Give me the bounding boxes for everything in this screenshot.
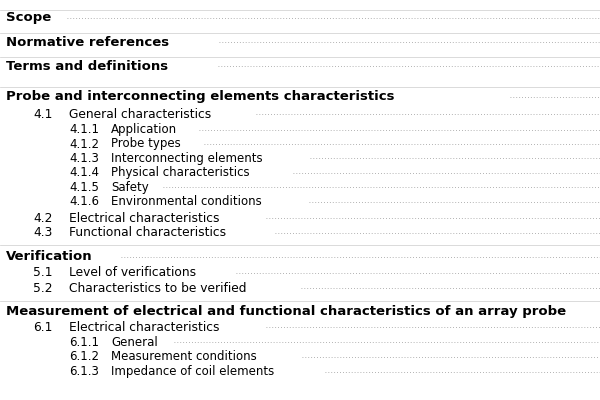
Text: Safety: Safety	[111, 181, 149, 194]
Text: Scope: Scope	[6, 12, 51, 24]
Text: Functional characteristics: Functional characteristics	[69, 226, 226, 239]
Text: General: General	[111, 336, 158, 348]
Text: 4.1.5: 4.1.5	[69, 181, 99, 194]
Text: 6.1.2: 6.1.2	[69, 350, 99, 363]
Text: Level of verifications: Level of verifications	[69, 266, 196, 279]
Text: 4.3: 4.3	[33, 226, 52, 239]
Text: Application: Application	[111, 123, 177, 136]
Text: 6.1.1: 6.1.1	[69, 336, 99, 348]
Text: 4.1: 4.1	[33, 108, 52, 120]
Text: 4.1.3: 4.1.3	[69, 152, 99, 165]
Text: Measurement conditions: Measurement conditions	[111, 350, 257, 363]
Text: 4.1.2: 4.1.2	[69, 138, 99, 150]
Text: Physical characteristics: Physical characteristics	[111, 166, 250, 179]
Text: Characteristics to be verified: Characteristics to be verified	[69, 282, 247, 294]
Text: Terms and definitions: Terms and definitions	[6, 60, 168, 72]
Text: Environmental conditions: Environmental conditions	[111, 195, 262, 208]
Text: Impedance of coil elements: Impedance of coil elements	[111, 365, 274, 378]
Text: Probe and interconnecting elements characteristics: Probe and interconnecting elements chara…	[6, 90, 395, 103]
Text: 4.2: 4.2	[33, 212, 52, 224]
Text: Measurement of electrical and functional characteristics of an array probe: Measurement of electrical and functional…	[6, 305, 566, 318]
Text: Electrical characteristics: Electrical characteristics	[69, 212, 220, 224]
Text: 4.1.1: 4.1.1	[69, 123, 99, 136]
Text: Electrical characteristics: Electrical characteristics	[69, 321, 220, 334]
Text: 4.1.4: 4.1.4	[69, 166, 99, 179]
Text: General characteristics: General characteristics	[69, 108, 211, 120]
Text: 5.2: 5.2	[33, 282, 53, 294]
Text: Interconnecting elements: Interconnecting elements	[111, 152, 263, 165]
Text: 6.1.3: 6.1.3	[69, 365, 99, 378]
Text: 4.1.6: 4.1.6	[69, 195, 99, 208]
Text: Normative references: Normative references	[6, 36, 169, 48]
Text: Probe types: Probe types	[111, 138, 181, 150]
Text: 6.1: 6.1	[33, 321, 52, 334]
Text: 5.1: 5.1	[33, 266, 53, 279]
Text: Verification: Verification	[6, 250, 92, 263]
